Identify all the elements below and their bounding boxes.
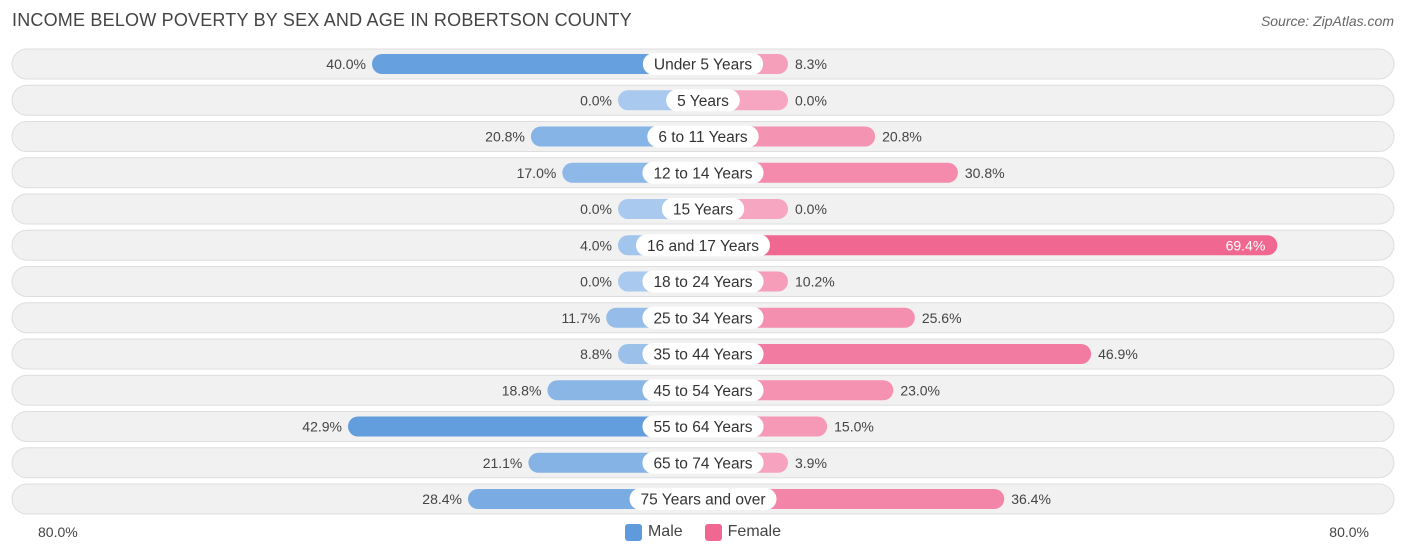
legend: Male Female <box>0 523 1406 541</box>
category-label: 25 to 34 Years <box>653 310 752 327</box>
category-label: 12 to 14 Years <box>653 165 752 182</box>
value-label-male: 11.7% <box>562 310 601 326</box>
diverging-bar-chart: Under 5 Years 40.0% 8.3% 5 Years 0.0% 0.0% 6 t… <box>11 48 1395 515</box>
value-label-female: 46.9% <box>1098 346 1138 362</box>
value-label-female: 20.8% <box>882 129 922 145</box>
value-label-male: 42.9% <box>302 419 342 435</box>
category-label: 6 to 11 Years <box>658 129 748 146</box>
bar-male <box>348 416 713 437</box>
category-label: 18 to 24 Years <box>653 274 752 291</box>
value-label-male: 8.8% <box>580 346 612 362</box>
category-label: 45 to 54 Years <box>653 383 752 400</box>
value-label-male: 21.1% <box>483 455 523 471</box>
value-label-male: 0.0% <box>580 201 612 217</box>
category-pill <box>635 234 771 257</box>
category-pill <box>666 89 740 112</box>
category-pill <box>642 161 764 184</box>
value-label-male: 40.0% <box>326 56 366 72</box>
category-pill <box>629 488 777 510</box>
category-label: 65 to 74 Years <box>653 455 752 472</box>
category-label: Under 5 Years <box>654 57 752 74</box>
category-pill <box>642 415 764 438</box>
category-label: 35 to 44 Years <box>653 347 752 364</box>
category-pill <box>642 343 764 365</box>
value-label-female: 0.0% <box>795 201 827 217</box>
category-pill <box>642 270 764 293</box>
value-label-female: 25.6% <box>922 310 962 326</box>
bar-female <box>693 344 1092 364</box>
legend-label-female: Female <box>727 523 782 540</box>
category-label: 16 and 17 Years <box>647 238 759 255</box>
value-label-male: 0.0% <box>580 274 612 290</box>
legend-item-male[interactable]: Male <box>624 523 683 541</box>
value-label-male: 20.8% <box>485 129 525 145</box>
category-label: 15 Years <box>673 202 734 219</box>
value-label-female: 0.0% <box>795 92 827 108</box>
value-label-male: 28.4% <box>422 491 462 507</box>
value-label-female: 36.4% <box>1011 491 1051 507</box>
value-label-female: 30.8% <box>965 165 1005 181</box>
value-label-female: 15.0% <box>834 419 874 435</box>
axis-left-label: 80.0% <box>38 524 78 540</box>
value-label-male: 18.8% <box>502 382 542 398</box>
category-pill <box>642 379 764 402</box>
bar-female <box>693 235 1278 256</box>
category-label: 5 Years <box>677 93 729 110</box>
value-label-male: 4.0% <box>580 237 612 253</box>
legend-item-female[interactable]: Female <box>704 523 782 541</box>
axis-right-label: 80.0% <box>1329 524 1369 540</box>
value-label-female: 8.3% <box>795 56 827 72</box>
source-label: Source: ZipAtlas.com <box>1260 13 1394 29</box>
legend-label-male: Male <box>647 523 683 540</box>
value-label-male: 17.0% <box>517 165 557 181</box>
category-pill <box>642 451 764 474</box>
value-label-female: 69.4% <box>1226 237 1266 253</box>
category-pill <box>642 53 764 75</box>
chart-title: INCOME BELOW POVERTY BY SEX AND AGE IN R… <box>12 10 632 30</box>
value-label-female: 10.2% <box>795 274 835 290</box>
value-label-male: 0.0% <box>580 92 612 108</box>
legend-swatch-female <box>704 523 722 541</box>
legend-swatch-male <box>624 523 642 541</box>
category-label: 55 to 64 Years <box>653 419 752 436</box>
category-label: 75 Years and over <box>641 492 766 509</box>
bar-male <box>372 54 713 74</box>
category-pill <box>647 125 759 148</box>
category-pill <box>661 198 745 220</box>
value-label-female: 3.9% <box>795 455 827 471</box>
value-label-female: 23.0% <box>900 382 940 398</box>
category-pill <box>642 306 764 329</box>
